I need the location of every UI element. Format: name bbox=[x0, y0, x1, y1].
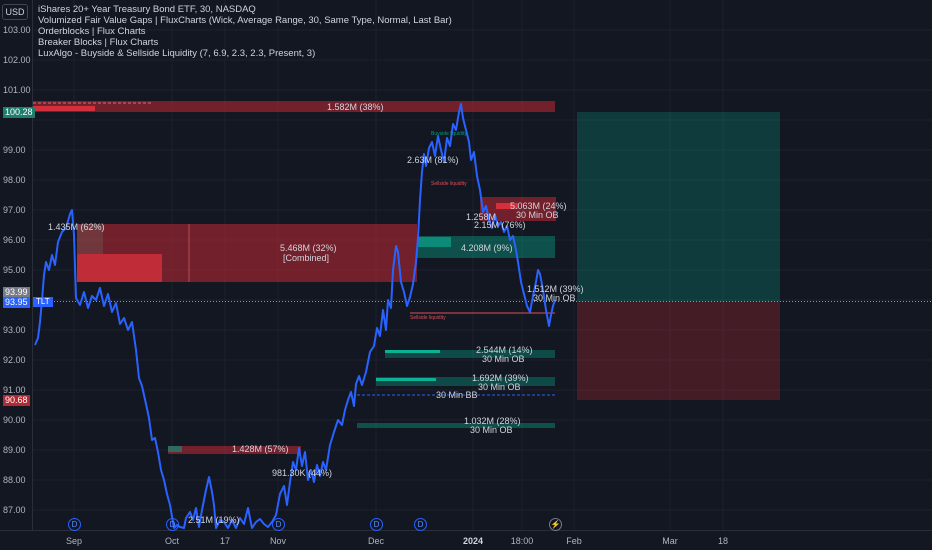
price-tick: 90.00 bbox=[3, 415, 26, 425]
price-tick: 97.00 bbox=[3, 205, 26, 215]
price-tick: 91.00 bbox=[3, 385, 26, 395]
target-zone bbox=[577, 112, 780, 301]
ob-zone-h bbox=[168, 446, 301, 454]
price-line bbox=[34, 103, 556, 529]
time-tick: 18:00 bbox=[510, 536, 534, 546]
currency-button[interactable]: USD bbox=[2, 4, 28, 20]
price-tick: 88.00 bbox=[3, 475, 26, 485]
price-tick: 101.00 bbox=[3, 85, 31, 95]
stop-zone bbox=[577, 301, 780, 400]
label-ob-g-tf: 30 Min OB bbox=[470, 425, 513, 435]
price-tick: 98.00 bbox=[3, 175, 26, 185]
label-ob-b: 5.063M (24%) bbox=[510, 201, 567, 211]
price-tick: 92.00 bbox=[3, 355, 26, 365]
label-buyside: Buyside liquidity bbox=[431, 131, 467, 137]
event-flash-icon[interactable]: ⚡ bbox=[549, 518, 562, 531]
label-ob-e-tf: 30 Min OB bbox=[482, 354, 525, 364]
dividend-marker[interactable]: D bbox=[370, 518, 383, 531]
label-sellside-a: Sellside liquidity bbox=[431, 181, 467, 187]
label-ob-j: 2.51M (19%) bbox=[188, 515, 240, 525]
time-tick: Oct bbox=[164, 536, 180, 546]
time-tick: 17 bbox=[219, 536, 231, 546]
chart-legend: iShares 20+ Year Treasury Bond ETF, 30, … bbox=[38, 4, 452, 59]
price-tick: 87.00 bbox=[3, 505, 26, 515]
ob-zone-top bbox=[33, 101, 555, 112]
ob-zone-mid bbox=[417, 236, 555, 258]
price-tag-last-alt: 93.99 bbox=[3, 287, 30, 298]
symbol-title[interactable]: iShares 20+ Year Treasury Bond ETF, 30, … bbox=[38, 4, 256, 15]
dividend-marker[interactable]: D bbox=[166, 518, 179, 531]
price-tag-upper: 100.28 bbox=[3, 107, 35, 118]
dividend-marker[interactable]: D bbox=[414, 518, 427, 531]
label-ob-d: 1.512M (39%) bbox=[527, 284, 584, 294]
indicator-orderblocks[interactable]: Orderblocks | Flux Charts bbox=[38, 26, 146, 37]
price-tick: 96.00 bbox=[3, 235, 26, 245]
label-ob-left: 1.435M (62%) bbox=[48, 222, 105, 232]
time-tick: 18 bbox=[717, 536, 729, 546]
label-ob-e: 2.544M (14%) bbox=[476, 345, 533, 355]
price-tick: 102.00 bbox=[3, 55, 31, 65]
dividend-marker[interactable]: D bbox=[68, 518, 81, 531]
label-zone-top: 1.582M (38%) bbox=[327, 102, 384, 112]
label-ob-a: 1.258M bbox=[466, 212, 497, 222]
label-combined: [Combined] bbox=[283, 253, 330, 263]
price-tick: 89.00 bbox=[3, 445, 26, 455]
label-peak-ob: 2.63M (81%) bbox=[407, 155, 459, 165]
time-tick-year: 2024 bbox=[462, 536, 484, 546]
label-ob-f: 1.692M (39%) bbox=[472, 373, 529, 383]
ob-zone-top-bar bbox=[33, 106, 95, 111]
label-ob-i: 981.30K (44%) bbox=[272, 468, 333, 478]
label-ob-h: 1.428M (57%) bbox=[232, 444, 289, 454]
dividend-marker[interactable]: D bbox=[272, 518, 285, 531]
price-tick: 95.00 bbox=[3, 265, 26, 275]
label-ob-f-tf: 30 Min OB bbox=[478, 382, 521, 392]
label-ob-c: 2.15M (76%) bbox=[474, 220, 526, 230]
label-ob-mid: 4.208M (9%) bbox=[461, 243, 513, 253]
label-sellside-b: Sellside liquidity bbox=[410, 315, 446, 321]
ob-zone-f bbox=[376, 377, 555, 386]
time-tick: Mar bbox=[662, 536, 678, 546]
label-ob-g: 1.032M (28%) bbox=[464, 416, 521, 426]
price-tag-last: 93.95 bbox=[3, 297, 30, 308]
label-ob-b-tf: 30 Min OB bbox=[516, 210, 559, 220]
price-tag-lower: 90.68 bbox=[3, 395, 30, 406]
ticker-tag: TLT bbox=[33, 297, 53, 307]
time-tick: Nov bbox=[269, 536, 287, 546]
price-tick: 103.00 bbox=[3, 25, 31, 35]
indicator-fvg[interactable]: Volumized Fair Value Gaps | FluxCharts (… bbox=[38, 15, 452, 26]
price-tick: 93.00 bbox=[3, 325, 26, 335]
ob-zone-g bbox=[357, 423, 555, 428]
indicator-breaker-blocks[interactable]: Breaker Blocks | Flux Charts bbox=[38, 37, 159, 48]
time-tick: Sep bbox=[65, 536, 83, 546]
ob-zone-e bbox=[385, 350, 555, 358]
label-combined-value: 5.468M (32%) bbox=[280, 243, 337, 253]
time-tick: Dec bbox=[367, 536, 385, 546]
label-breaker-block: 30 Min BB bbox=[436, 390, 478, 400]
time-tick: Feb bbox=[566, 536, 582, 546]
label-ob-d-tf: 30 Min OB bbox=[533, 293, 576, 303]
price-tick: 99.00 bbox=[3, 145, 26, 155]
indicator-liquidity[interactable]: LuxAlgo - Buyside & Sellside Liquidity (… bbox=[38, 48, 316, 59]
